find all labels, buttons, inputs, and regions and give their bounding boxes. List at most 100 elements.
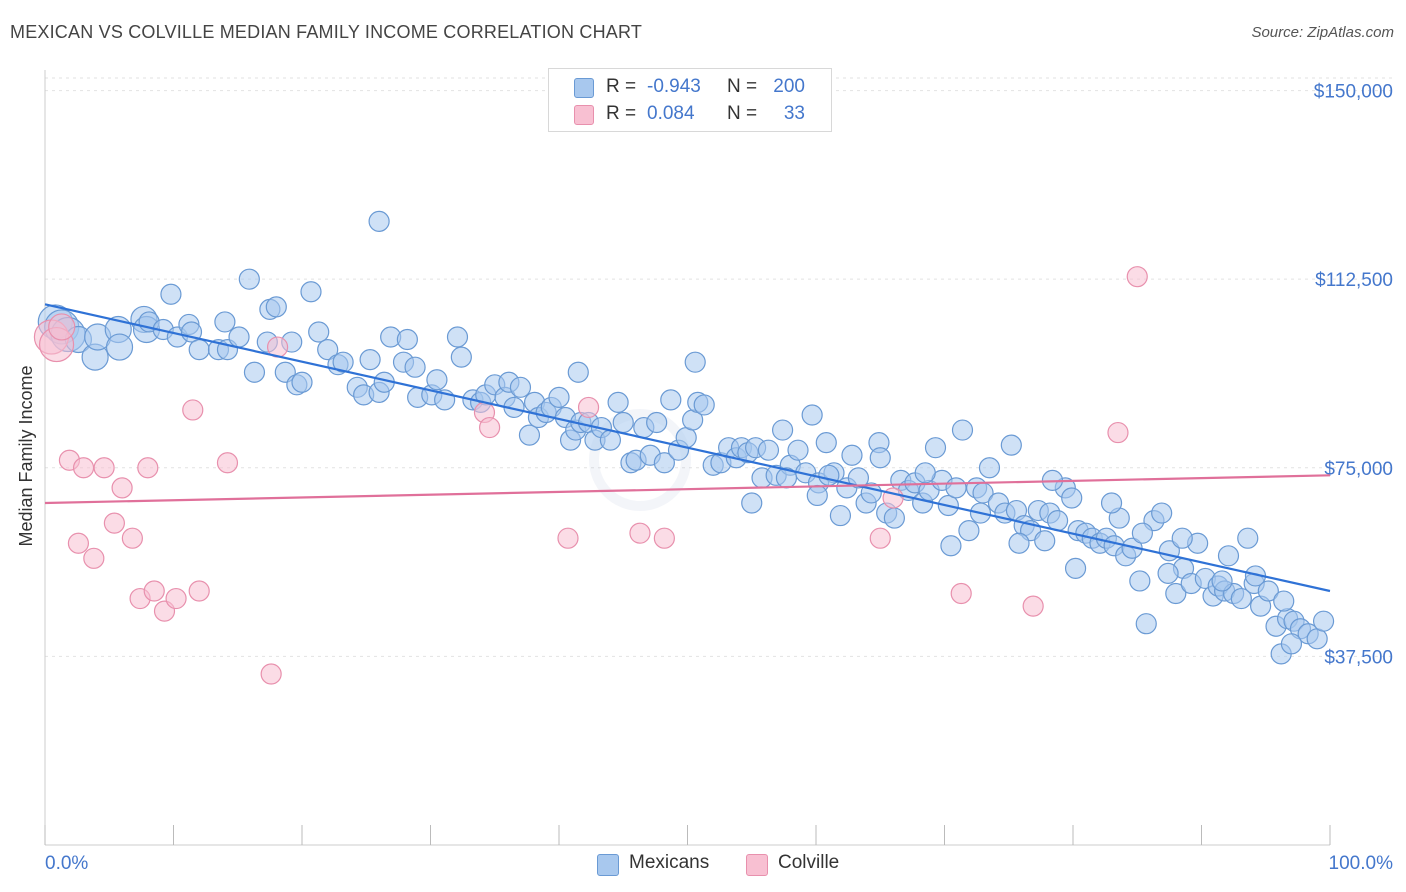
data-point (404, 356, 426, 378)
data-point (105, 333, 134, 361)
data-point (509, 376, 532, 398)
data-point (1151, 502, 1173, 524)
data-point (228, 326, 250, 348)
data-point (1306, 628, 1328, 650)
data-point (1312, 610, 1335, 632)
data-point (675, 427, 697, 449)
data-point (1022, 595, 1044, 617)
data-point (143, 580, 165, 602)
data-point (291, 371, 313, 393)
data-point (771, 419, 794, 441)
data-point (693, 394, 715, 416)
colville-points (33, 266, 1148, 685)
data-point (396, 328, 418, 351)
data-point (426, 369, 448, 391)
data-point (612, 411, 634, 434)
data-point (924, 437, 947, 459)
data-point (567, 361, 589, 383)
data-point (1230, 587, 1252, 610)
data-point (214, 311, 236, 333)
r-value: 0.084 (647, 103, 695, 124)
data-point (450, 346, 472, 368)
data-point (577, 396, 600, 419)
data-point (629, 522, 651, 544)
data-point (757, 439, 780, 461)
data-point (368, 210, 390, 232)
data-point (83, 547, 105, 569)
data-point (829, 504, 852, 527)
data-point (801, 404, 823, 426)
data-point (165, 587, 187, 610)
n-label: N = (727, 103, 758, 124)
data-point (883, 507, 905, 529)
x-tick-label: 0.0% (45, 853, 88, 874)
y-tick-label: $37,500 (1324, 647, 1393, 668)
data-point (841, 444, 863, 466)
data-point (548, 386, 570, 408)
data-point (216, 452, 239, 474)
data-point (518, 424, 541, 446)
colville-label: Colville (778, 852, 840, 873)
colville-trend-line (44, 474, 1331, 505)
watermark-logo (589, 409, 691, 511)
data-point (1000, 434, 1022, 456)
mexicans-swatch (597, 854, 619, 876)
source-label: Source: ZipAtlas.com (1251, 24, 1394, 41)
mexicans-trend-line (44, 303, 1331, 593)
data-point (137, 457, 159, 479)
data-point (646, 411, 668, 434)
data-point (653, 452, 675, 474)
data-point (67, 532, 90, 554)
data-point (1107, 421, 1129, 444)
watermark-ring (589, 409, 691, 511)
n-value: 200 (773, 76, 805, 97)
data-point (945, 477, 967, 499)
n-label: N = (727, 76, 758, 97)
data-point (806, 484, 828, 507)
data-point (160, 283, 182, 305)
correlation-legend: R = -0.943 N = 200 R = 0.084 N = 33 (548, 68, 832, 132)
data-point (103, 512, 125, 534)
data-point (1157, 562, 1179, 585)
data-point (265, 296, 287, 318)
data-point (332, 351, 354, 373)
data-point (741, 492, 763, 514)
data-point (121, 527, 143, 549)
data-point (188, 338, 210, 361)
data-point (787, 439, 809, 461)
data-point (111, 477, 133, 499)
data-point (951, 419, 974, 441)
data-point (847, 467, 870, 489)
data-point (446, 326, 469, 348)
data-point (1064, 557, 1087, 579)
mexicans-swatch (574, 78, 594, 98)
data-point (653, 527, 675, 549)
chart-title: MEXICAN VS COLVILLE MEDIAN FAMILY INCOME… (10, 22, 643, 42)
data-point (1165, 582, 1187, 605)
data-point (1135, 613, 1157, 635)
data-point (1273, 590, 1295, 612)
data-point (607, 391, 629, 414)
data-point (1237, 527, 1259, 549)
data-point (958, 520, 980, 542)
data-point (557, 527, 579, 549)
data-point (1171, 527, 1193, 549)
data-point (188, 580, 210, 602)
data-point (869, 447, 891, 469)
y-tick-label: $150,000 (1314, 82, 1393, 103)
data-point (300, 281, 322, 303)
x-tick-label: 100.0% (1329, 853, 1394, 874)
data-point (684, 351, 706, 373)
data-point (238, 268, 260, 290)
data-point (308, 321, 330, 343)
colville-swatch (574, 105, 594, 125)
data-point (317, 338, 339, 361)
data-point (93, 457, 115, 479)
data-point (479, 416, 501, 439)
data-point (940, 535, 962, 557)
data-point (950, 582, 972, 605)
data-point (1034, 530, 1056, 552)
data-point (243, 361, 266, 383)
legend-row-mexicans: R = -0.943 N = 200 (549, 73, 831, 101)
data-point (1100, 492, 1123, 514)
